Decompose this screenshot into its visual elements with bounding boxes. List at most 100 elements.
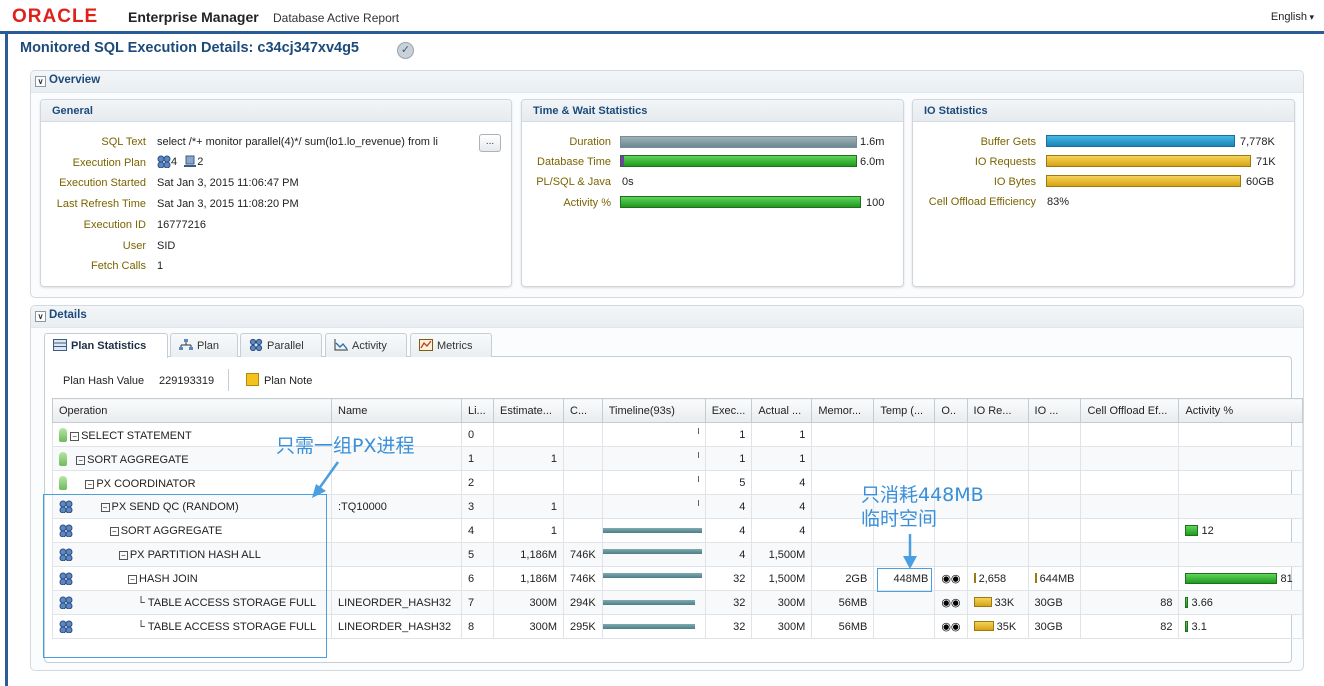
collapse-icon: ∨ [35, 311, 46, 322]
col-memory[interactable]: Memor... [811, 398, 875, 423]
col-activity[interactable]: Activity % [1178, 398, 1304, 423]
tree-collapse-icon[interactable]: − [118, 551, 128, 560]
sql-text-label: SQL Text [101, 136, 146, 148]
io-requests-cell: 2,658 [966, 566, 1029, 591]
col-operation[interactable]: Operation [52, 398, 332, 423]
timeline-tick [697, 500, 699, 506]
time-wait-title: Time & Wait Statistics [522, 100, 903, 122]
tab-plan[interactable]: Plan [170, 333, 238, 357]
col-estimated-rows[interactable]: Estimate... [493, 398, 564, 423]
page-title: Monitored SQL Execution Details: c34cj34… [20, 40, 359, 56]
plan-note-button[interactable]: Plan Note [246, 373, 312, 387]
db-time-label: Database Time [537, 156, 611, 168]
io-stats-panel: IO Statistics [912, 99, 1295, 287]
io-requests-cell: 33K [966, 590, 1029, 615]
timeline-cell [601, 542, 706, 567]
tree-collapse-icon[interactable]: − [76, 455, 86, 465]
io-requests-bar [1046, 155, 1251, 167]
buffer-gets-label: Buffer Gets [980, 136, 1036, 148]
px-group-highlight-box [43, 494, 327, 658]
table-row[interactable]: └ TABLE ACCESS STORAGE FULL LINEORDER_HA… [52, 590, 1304, 615]
px-server-icon [59, 500, 73, 513]
binoculars-icon[interactable]: ◉◉ [941, 597, 961, 609]
fetch-calls-value: 1 [157, 260, 164, 272]
user-label: User [122, 240, 146, 252]
io-bytes-value: 60GB [1246, 176, 1275, 188]
px-server-icon [59, 572, 73, 585]
collapse-icon: ∨ [35, 76, 46, 87]
tab-plan-statistics[interactable]: Plan Statistics [44, 333, 168, 358]
timeline-tick [697, 452, 699, 458]
col-io-requests[interactable]: IO Re... [966, 398, 1029, 423]
tab-activity[interactable]: Activity [325, 333, 407, 357]
tree-collapse-icon[interactable]: − [85, 479, 95, 489]
table-row[interactable]: − SORT AGGREGATE 4 1 4 4 12 [52, 518, 1304, 543]
duration-value: 1.6m [860, 136, 885, 148]
tab-metrics[interactable]: Metrics [410, 333, 492, 357]
timeline-cell [601, 614, 706, 639]
exec-id-value: 16777216 [157, 219, 206, 231]
table-row[interactable]: − SELECT STATEMENT 0 1 1 [52, 422, 1304, 447]
tree-collapse-icon[interactable]: − [128, 575, 138, 584]
metrics-icon [419, 339, 433, 351]
db-time-bar [620, 155, 857, 167]
timeline-bar [603, 624, 695, 629]
table-row[interactable]: − PX PARTITION HASH ALL 5 1,186M 746K 4 1… [52, 542, 1304, 567]
col-other[interactable]: O.. [934, 398, 968, 423]
binoculars-icon[interactable]: ◉◉ [941, 621, 961, 633]
col-actual-rows[interactable]: Actual ... [751, 398, 813, 423]
instances-icon [184, 155, 197, 167]
plsql-value: 0s [622, 176, 634, 188]
last-refresh-value: Sat Jan 3, 2015 11:08:20 PM [157, 198, 299, 210]
px-annotation-text: 只需一组PX进程 [276, 435, 415, 457]
table-row[interactable]: └ TABLE ACCESS STORAGE FULL LINEORDER_HA… [52, 614, 1304, 639]
table-row[interactable]: − PX COORDINATOR 2 5 4 [52, 470, 1304, 495]
fetch-calls-label: Fetch Calls [90, 260, 146, 272]
col-io-bytes[interactable]: IO ... [1027, 398, 1082, 423]
col-temp[interactable]: Temp (... [873, 398, 936, 423]
sql-text-more-button[interactable]: ... [479, 134, 501, 152]
io-requests-cell: 35K [966, 614, 1029, 639]
activity-bar [1185, 596, 1189, 608]
exec-plan-value: 4 2 [157, 155, 203, 168]
io-bytes-label: IO Bytes [993, 176, 1036, 188]
left-border [5, 34, 8, 686]
parallel-servers-icon [157, 155, 171, 168]
tree-collapse-icon[interactable]: − [100, 503, 110, 512]
col-name[interactable]: Name [331, 398, 462, 423]
tree-collapse-icon[interactable]: − [70, 431, 80, 441]
parallel-icon [249, 339, 263, 351]
table-row[interactable]: − HASH JOIN 6 1,186M 746K 32 1,500M 2GB 4… [52, 566, 1304, 591]
activity-chart-icon [334, 339, 348, 351]
note-icon [246, 373, 259, 386]
language-selector[interactable]: English [1271, 11, 1314, 23]
exec-started-label: Execution Started [59, 177, 146, 189]
temp-annotation-text: 只消耗448MB 临时空间 [861, 484, 984, 530]
timeline-tick [697, 476, 699, 482]
activity-bar [1185, 572, 1278, 584]
col-line[interactable]: Li... [461, 398, 494, 423]
table-row[interactable]: − SORT AGGREGATE 1 1 1 1 [52, 446, 1304, 471]
io-requests-bar [973, 596, 992, 607]
col-cell-offload[interactable]: Cell Offload Ef... [1080, 398, 1180, 423]
overview-toggle[interactable]: ∨ Overview [35, 74, 100, 90]
user-value: SID [157, 240, 176, 252]
tab-parallel[interactable]: Parallel [240, 333, 322, 357]
qc-process-icon [59, 451, 67, 466]
col-executions[interactable]: Exec... [704, 398, 753, 423]
temp-highlight-box [877, 568, 932, 592]
px-server-icon [59, 620, 73, 633]
io-requests-bar [973, 572, 976, 583]
details-toggle[interactable]: ∨ Details [35, 309, 87, 325]
top-header: ORACLE Enterprise Manager Database Activ… [0, 0, 1324, 34]
col-cost[interactable]: C... [563, 398, 603, 423]
activity-cell: 3.66 [1178, 590, 1304, 615]
tree-collapse-icon[interactable]: − [109, 527, 119, 536]
plsql-label: PL/SQL & Java [536, 176, 611, 188]
table-header-row: Operation Name Li... Estimate... C... Ti… [52, 398, 1304, 423]
binoculars-icon[interactable]: ◉◉ [941, 573, 961, 585]
col-timeline[interactable]: Timeline(93s) [601, 398, 706, 423]
duration-bar [620, 136, 857, 148]
timeline-bar [603, 528, 702, 533]
activity-bar [620, 196, 861, 208]
